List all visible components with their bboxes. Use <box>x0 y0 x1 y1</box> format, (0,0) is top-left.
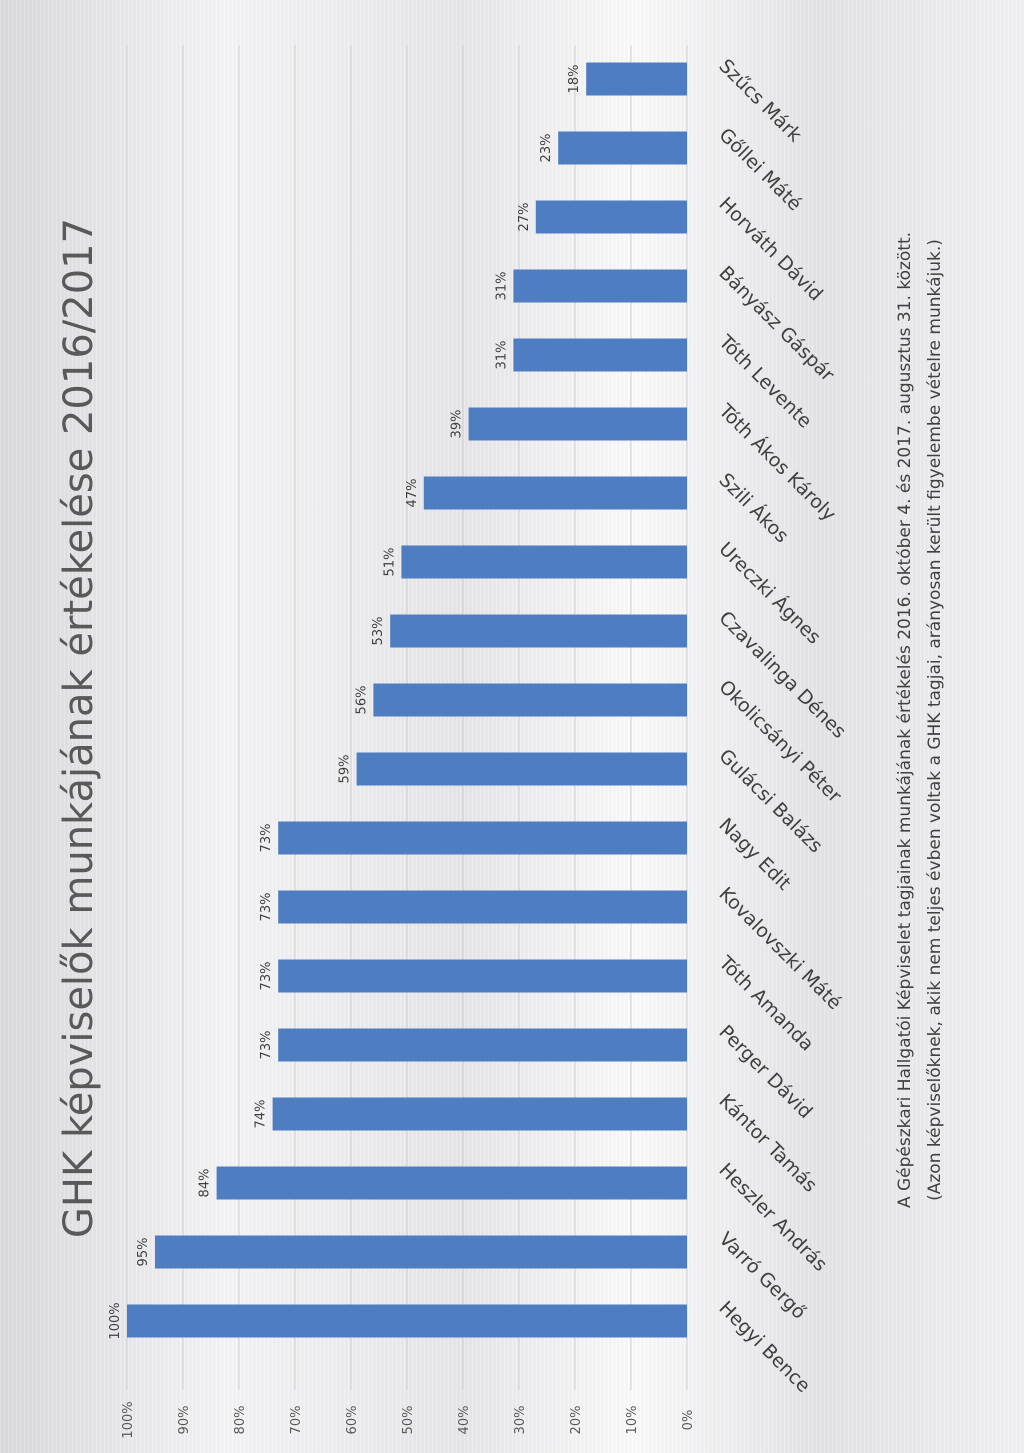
data-label: 95% <box>136 1238 151 1267</box>
data-label: 53% <box>371 617 386 646</box>
bar <box>373 683 687 717</box>
tick-label: 20% <box>569 1406 584 1435</box>
data-label: 51% <box>382 548 397 577</box>
data-label: 31% <box>494 341 509 370</box>
data-label: 73% <box>259 1031 274 1060</box>
data-label: 56% <box>354 686 369 715</box>
data-label: 73% <box>259 962 274 991</box>
bar <box>535 200 687 234</box>
tick-label: 0% <box>681 1410 696 1431</box>
category-label: Kovalovszki Máté <box>714 883 845 1014</box>
tick-label: 90% <box>177 1406 192 1435</box>
footnote-line-1: A Gépészkari Hallgatói Képviselet tagjai… <box>895 232 915 1208</box>
bar <box>155 1235 687 1269</box>
bar <box>390 614 687 648</box>
bar <box>468 407 687 441</box>
bar <box>558 131 687 165</box>
category-label: Czavalinga Dénes <box>714 607 850 743</box>
tick-label: 40% <box>457 1406 472 1435</box>
chart-gridlines <box>126 45 688 1390</box>
category-label: Tóth Ákos Károly <box>714 399 841 526</box>
category-label: Bányász Gáspár <box>714 262 838 386</box>
footnote-line-2: (Azon képviselőknek, akik nem teljes évb… <box>925 239 945 1201</box>
data-label: 73% <box>259 824 274 853</box>
bar <box>513 338 687 372</box>
category-label: Okolicsányi Péter <box>714 676 845 807</box>
chart-title: GHK képviselők munkájának értékelése 201… <box>56 218 102 1238</box>
data-labels: 100% 95% 84% 74% 73% 73% 73% 73% 59% 56% 53% 51% 47%… <box>108 65 582 1340</box>
bar <box>278 1028 687 1062</box>
data-label: 39% <box>450 410 465 439</box>
value-axis-ticks: 0% 10% 20% 30% 40% 50% 60% 70% 80% 90% 100% <box>121 1401 696 1438</box>
bar <box>423 476 687 510</box>
data-label: 31% <box>494 272 509 301</box>
tick-label: 100% <box>121 1401 136 1438</box>
tick-label: 10% <box>625 1406 640 1435</box>
data-label: 59% <box>338 755 353 784</box>
bar <box>272 1097 687 1131</box>
bar <box>278 890 687 924</box>
data-label: 74% <box>254 1100 269 1129</box>
tick-label: 30% <box>513 1406 528 1435</box>
bar <box>513 269 687 303</box>
tick-label: 70% <box>289 1406 304 1435</box>
bar <box>356 752 687 786</box>
bar <box>278 959 687 993</box>
tick-label: 50% <box>401 1406 416 1435</box>
tick-label: 80% <box>233 1406 248 1435</box>
data-label: 23% <box>539 134 554 163</box>
bars <box>127 62 687 1338</box>
data-label: 73% <box>259 893 274 922</box>
data-label: 18% <box>567 65 582 94</box>
bar <box>586 62 687 96</box>
bar <box>401 545 687 579</box>
bar <box>278 821 687 855</box>
bar <box>127 1304 687 1338</box>
data-label: 84% <box>198 1169 213 1198</box>
data-label: 100% <box>108 1302 123 1339</box>
tick-label: 60% <box>345 1406 360 1435</box>
bar <box>216 1166 687 1200</box>
data-label: 47% <box>405 479 420 508</box>
data-label: 27% <box>517 203 532 232</box>
